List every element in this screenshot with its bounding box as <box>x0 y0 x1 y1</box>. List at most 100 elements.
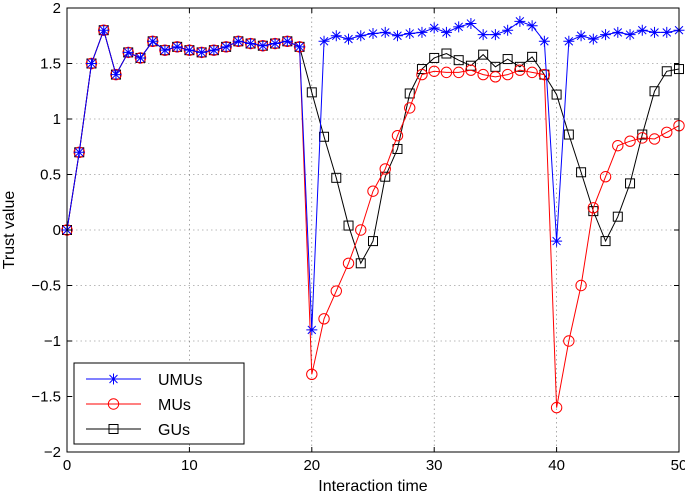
legend-box <box>73 362 245 445</box>
data-point-mus <box>648 133 661 145</box>
data-point-gus <box>527 51 538 62</box>
y-tick-label: 1.5 <box>40 56 61 73</box>
series-umus <box>61 15 685 336</box>
data-point-umus <box>183 44 195 56</box>
y-tick-label: 2 <box>53 0 61 17</box>
data-point-umus <box>294 41 306 53</box>
y-tick-label: −1 <box>44 333 61 350</box>
data-point-mus <box>514 64 526 76</box>
data-point-umus <box>110 69 122 81</box>
data-point-umus <box>477 29 489 41</box>
data-point-umus <box>575 30 587 42</box>
data-point-umus <box>514 15 526 27</box>
y-tick-label: −0.5 <box>31 278 61 295</box>
y-tick-label: −2 <box>44 444 61 461</box>
data-point-gus <box>441 48 452 59</box>
data-point-umus <box>600 29 612 41</box>
data-point-gus <box>502 54 513 65</box>
y-axis-label: Trust value <box>1 191 18 270</box>
data-point-gus <box>416 64 427 75</box>
data-point-umus <box>428 22 440 34</box>
data-point-mus <box>355 224 367 236</box>
data-point-mus <box>452 66 465 79</box>
data-point-mus <box>538 68 551 81</box>
data-point-mus <box>563 335 575 347</box>
legend-label-umus: UMUs <box>158 372 202 389</box>
data-point-gus <box>343 220 354 231</box>
x-tick-label: 30 <box>426 457 443 474</box>
data-point-mus <box>465 64 477 76</box>
data-point-umus <box>355 30 367 42</box>
x-tick-label: 50 <box>671 457 685 474</box>
data-point-gus <box>649 86 660 97</box>
data-point-umus <box>367 28 379 40</box>
legend: UMUs MUs GUs <box>73 362 245 445</box>
data-point-mus <box>342 257 355 269</box>
data-point-umus <box>208 44 220 56</box>
data-point-mus <box>440 66 453 79</box>
data-point-gus <box>661 66 672 77</box>
data-point-umus <box>587 33 599 45</box>
x-tick-label: 0 <box>63 457 71 474</box>
data-point-umus <box>465 18 477 30</box>
data-point-umus <box>134 52 146 64</box>
data-point-umus <box>440 26 452 38</box>
data-point-mus <box>330 285 342 297</box>
data-point-umus <box>526 20 538 32</box>
data-point-gus <box>600 236 611 247</box>
axis-ticks: 0 10 20 30 40 50 −2 −1.5 −1 −0.5 0 0.5 1 1.5 2 <box>31 0 685 474</box>
data-point-gus <box>355 258 366 269</box>
data-point-umus <box>330 30 342 42</box>
data-point-umus <box>281 35 293 47</box>
data-point-umus <box>502 24 514 36</box>
y-tick-label: 0 <box>53 222 61 239</box>
data-point-gus <box>404 88 415 99</box>
data-point-gus <box>368 236 378 247</box>
data-point-gus <box>576 167 587 178</box>
data-point-umus <box>661 26 673 38</box>
y-tick-label: −1.5 <box>31 389 61 406</box>
data-point-umus <box>245 38 257 50</box>
data-point-mus <box>367 185 379 197</box>
data-point-mus <box>636 132 648 144</box>
data-point-mus <box>489 71 502 83</box>
data-point-umus <box>612 26 624 38</box>
data-point-mus <box>318 313 330 325</box>
data-point-gus <box>453 55 464 66</box>
y-tick-label: 1 <box>53 111 61 128</box>
data-point-umus <box>538 35 550 47</box>
data-point-umus <box>122 46 134 58</box>
data-point-mus <box>661 126 673 139</box>
data-point-umus <box>404 28 416 40</box>
data-point-gus <box>306 87 317 98</box>
data-point-mus <box>624 135 636 147</box>
data-point-umus <box>343 33 355 45</box>
data-point-umus <box>636 24 648 36</box>
data-point-umus <box>649 26 661 38</box>
x-tick-label: 20 <box>303 457 320 474</box>
data-point-umus <box>220 41 232 53</box>
data-point-mus <box>612 139 624 152</box>
legend-marker-gus <box>108 424 119 434</box>
data-point-umus <box>489 29 501 41</box>
data-point-mus <box>306 368 318 380</box>
y-tick-label: 0.5 <box>40 167 61 184</box>
data-point-umus <box>563 35 575 47</box>
data-point-mus <box>526 66 538 79</box>
data-point-mus <box>428 65 440 77</box>
data-point-umus <box>171 41 183 53</box>
data-point-mus <box>575 279 587 292</box>
data-point-mus <box>587 202 600 214</box>
data-point-umus <box>85 58 97 69</box>
data-point-umus <box>453 21 465 33</box>
data-point-mus <box>404 102 416 114</box>
data-point-umus <box>551 235 563 247</box>
x-tick-label: 10 <box>181 457 198 474</box>
data-point-mus <box>391 129 404 142</box>
data-point-umus <box>416 26 428 38</box>
x-axis-label: Interaction time <box>318 478 427 495</box>
data-point-umus <box>318 35 330 47</box>
legend-label-gus: GUs <box>158 422 190 439</box>
data-point-umus <box>257 40 269 52</box>
data-point-umus <box>379 26 391 38</box>
